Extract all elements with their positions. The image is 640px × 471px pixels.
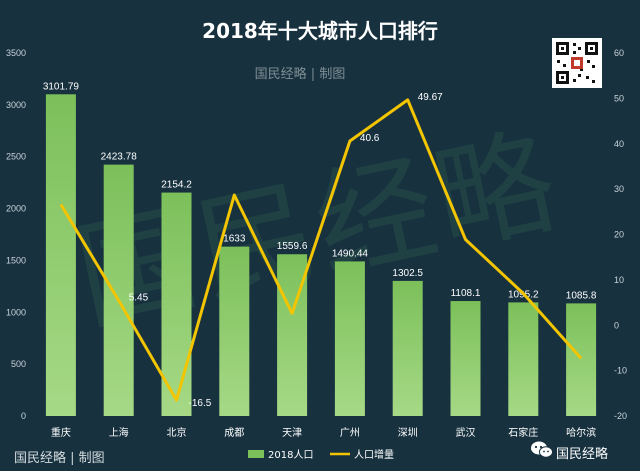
right-tick-label: -10 — [614, 366, 627, 376]
left-tick-label: 2000 — [6, 204, 26, 214]
footer-caption: 国民经略 | 制图 — [14, 450, 105, 466]
bar — [508, 302, 539, 416]
left-tick-label: 0 — [21, 411, 26, 421]
left-tick-label: 500 — [11, 359, 26, 369]
footer-brand: 国民经略 — [531, 441, 608, 462]
bar — [566, 303, 597, 416]
bar-value-label: 3101.79 — [43, 81, 80, 92]
category-label: 哈尔滨 — [566, 426, 596, 439]
bar — [103, 164, 134, 416]
bar — [219, 246, 250, 416]
category-label: 重庆 — [51, 426, 71, 439]
bar-value-label: 2154.2 — [161, 180, 192, 191]
bar-value-label: 1085.8 — [566, 290, 597, 301]
legend: 2018人口 人口增量 — [248, 448, 394, 461]
left-y-axis: 0 500 1000 1500 2000 2500 3000 3500 — [6, 48, 26, 421]
left-tick-label: 3500 — [6, 48, 26, 58]
line-value-labels: 5.45 -16.5 40.6 49.67 — [129, 92, 443, 409]
bar-value-label: 1490.44 — [332, 248, 369, 259]
line-value-label: 49.67 — [418, 92, 443, 103]
wechat-icon — [531, 441, 553, 458]
category-label: 上海 — [109, 426, 129, 439]
left-tick-label: 3000 — [6, 100, 26, 110]
line-value-label: 5.45 — [129, 293, 149, 304]
bar-value-label: 1302.5 — [392, 268, 423, 279]
watermark: 国民经略 — [65, 111, 571, 347]
right-tick-label: 20 — [614, 230, 624, 240]
right-tick-label: 60 — [614, 48, 624, 58]
legend-label-bar: 2018人口 — [268, 449, 313, 461]
right-y-axis: -20 -10 0 10 20 30 40 50 60 — [614, 48, 627, 421]
left-tick-label: 1000 — [6, 307, 26, 317]
bar — [161, 192, 192, 416]
right-tick-label: 40 — [614, 139, 624, 149]
bar — [45, 94, 76, 417]
x-axis-categories: 重庆 上海 北京 成都 天津 广州 深圳 武汉 石家庄 哈尔滨 — [51, 426, 596, 439]
legend-label-line: 人口增量 — [354, 448, 394, 461]
right-tick-label: 0 — [614, 320, 619, 330]
bar-series — [45, 94, 597, 417]
legend-swatch-bar — [248, 450, 264, 458]
watermark-text: 国民经略 — [65, 111, 571, 347]
chart-title: 2018年十大城市人口排行 — [202, 19, 438, 43]
left-tick-label: 2500 — [6, 152, 26, 162]
category-label: 成都 — [224, 427, 244, 439]
right-tick-label: -20 — [614, 411, 627, 421]
category-label: 深圳 — [398, 427, 418, 439]
bar — [392, 280, 423, 416]
line-value-label: 40.6 — [360, 133, 380, 144]
right-tick-label: 50 — [614, 93, 624, 103]
qr-code-icon — [552, 38, 602, 88]
category-label: 广州 — [340, 427, 360, 439]
bar-value-label: 2423.78 — [101, 152, 138, 163]
line-value-label: -16.5 — [189, 398, 212, 409]
line-series — [59, 98, 583, 402]
bar-value-label: 1559.6 — [277, 241, 308, 252]
category-label: 石家庄 — [508, 426, 538, 439]
bar — [334, 261, 365, 416]
bar — [450, 301, 481, 416]
chart-subtitle: 国民经略 | 制图 — [255, 66, 346, 82]
category-label: 武汉 — [456, 426, 476, 439]
left-tick-label: 1500 — [6, 255, 26, 265]
right-tick-label: 10 — [614, 275, 624, 285]
bar-value-label: 1633 — [223, 234, 246, 245]
category-label: 北京 — [167, 426, 187, 439]
series-line — [59, 98, 583, 402]
category-label: 天津 — [282, 427, 302, 439]
bar-value-label: 1108.1 — [451, 288, 481, 299]
right-tick-label: 30 — [614, 184, 624, 194]
footer-brand-name: 国民经略 — [556, 446, 608, 462]
